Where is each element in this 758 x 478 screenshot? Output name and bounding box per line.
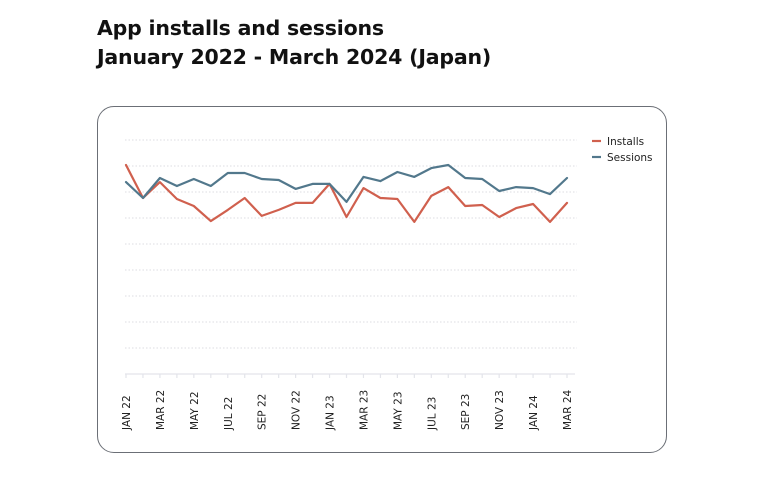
series-line-sessions	[124, 163, 569, 203]
x-tick-label: JAN 22	[121, 395, 133, 431]
x-tick-label: SEP 22	[257, 394, 269, 430]
x-tick-label: JAN 24	[528, 395, 540, 431]
x-tick-label: JUL 23	[426, 397, 438, 431]
x-tick-label: JAN 23	[325, 395, 337, 431]
x-axis	[125, 373, 575, 378]
chart-title: App installs and sessions January 2022 -…	[97, 14, 491, 72]
chart-title-line-1: App installs and sessions	[97, 16, 384, 40]
x-tick-label: JUL 22	[223, 397, 235, 431]
x-tick-label: MAR 23	[358, 390, 370, 430]
x-axis-tick-labels: JAN 22 MAR 22 MAY 22 JUL 22 SEP 22 NOV 22 JAN …	[121, 389, 574, 431]
x-tick-label: MAY 22	[189, 391, 201, 430]
series-lines	[124, 163, 569, 223]
chart-subtitle-line-2: January 2022 - March 2024 (Japan)	[97, 45, 492, 69]
x-tick-label: MAR 24	[562, 389, 574, 430]
legend-label-sessions: Sessions	[607, 152, 653, 164]
x-tick-label: NOV 22	[291, 390, 303, 430]
legend: Installs Sessions	[592, 136, 653, 164]
x-tick-label: MAR 22	[155, 390, 167, 430]
x-tick-label: SEP 23	[460, 394, 472, 430]
legend-label-installs: Installs	[607, 136, 644, 148]
gridlines	[125, 139, 577, 349]
x-tick-label: NOV 23	[494, 390, 506, 430]
chart-card	[97, 106, 667, 453]
series-line-installs	[124, 163, 569, 223]
x-tick-label: MAY 23	[392, 391, 404, 430]
